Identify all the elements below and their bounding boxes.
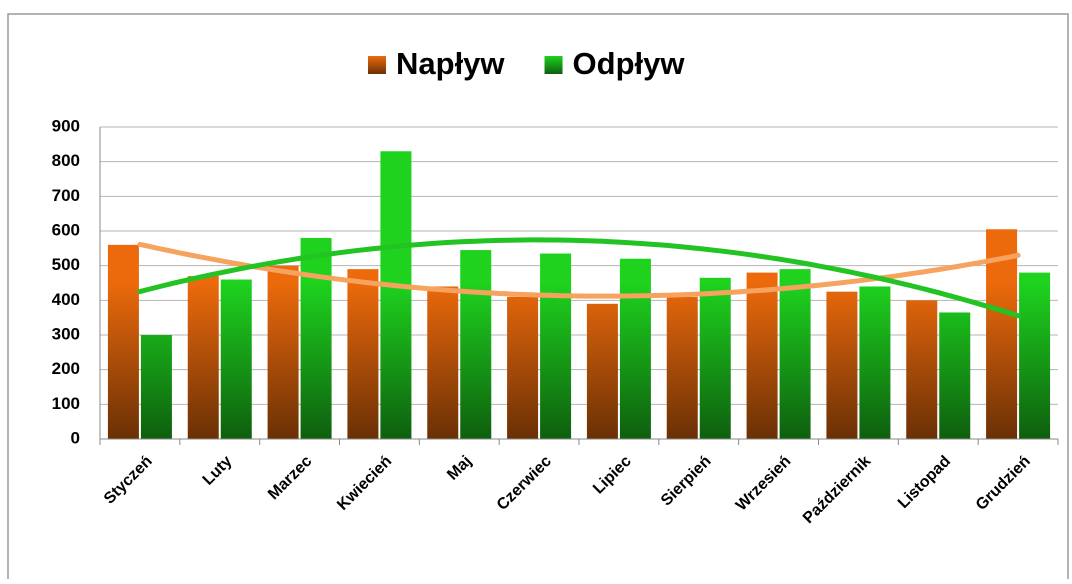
bar <box>939 312 971 439</box>
y-tick-label: 100 <box>52 394 80 413</box>
bar <box>699 277 731 439</box>
y-tick-label: 300 <box>52 324 80 343</box>
bar <box>187 276 219 439</box>
bar <box>427 286 459 439</box>
y-tick-label: 500 <box>52 255 80 274</box>
bar <box>619 258 651 439</box>
bar <box>1019 272 1051 439</box>
bar <box>507 296 539 439</box>
bar <box>540 253 572 439</box>
bar <box>220 279 252 439</box>
bar <box>107 244 139 439</box>
bar <box>586 303 618 439</box>
y-tick-label: 600 <box>52 220 80 239</box>
legend-label: Napływ <box>396 46 505 81</box>
bar <box>267 265 299 439</box>
legend-label: Odpływ <box>573 46 686 81</box>
bar <box>859 286 891 439</box>
bar <box>986 229 1018 439</box>
legend-swatch <box>544 56 563 74</box>
y-tick-label: 0 <box>71 428 80 447</box>
bar <box>380 151 412 439</box>
bar <box>347 269 379 439</box>
bar <box>826 291 858 439</box>
y-tick-label: 200 <box>52 359 80 378</box>
y-tick-label: 800 <box>52 151 80 170</box>
bar <box>906 300 938 439</box>
bar <box>300 237 332 439</box>
bar <box>460 250 492 439</box>
bar <box>746 272 778 439</box>
y-tick-label: 700 <box>52 186 80 205</box>
y-tick-label: 900 <box>52 116 80 135</box>
bar <box>140 335 172 439</box>
bar <box>666 296 698 439</box>
legend-swatch <box>368 56 386 74</box>
trendline <box>137 237 1021 319</box>
y-tick-label: 400 <box>52 290 80 309</box>
bar <box>779 269 811 439</box>
